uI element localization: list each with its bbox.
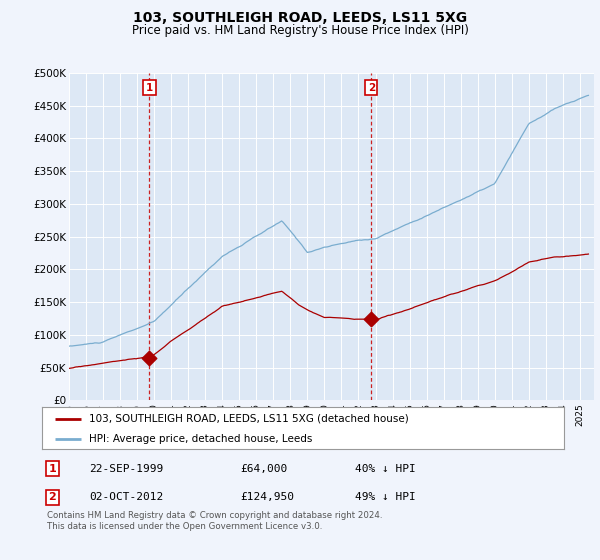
Text: 2: 2 <box>49 492 56 502</box>
Text: 40% ↓ HPI: 40% ↓ HPI <box>355 464 416 474</box>
Text: 1: 1 <box>49 464 56 474</box>
Text: £124,950: £124,950 <box>241 492 295 502</box>
Point <box>145 354 154 363</box>
Text: 02-OCT-2012: 02-OCT-2012 <box>89 492 163 502</box>
Text: 22-SEP-1999: 22-SEP-1999 <box>89 464 163 474</box>
Text: Price paid vs. HM Land Registry's House Price Index (HPI): Price paid vs. HM Land Registry's House … <box>131 24 469 36</box>
Text: HPI: Average price, detached house, Leeds: HPI: Average price, detached house, Leed… <box>89 433 313 444</box>
Text: 1: 1 <box>146 83 153 93</box>
Text: £64,000: £64,000 <box>241 464 287 474</box>
Point <box>367 314 376 323</box>
Text: 2: 2 <box>368 83 375 93</box>
Text: 103, SOUTHLEIGH ROAD, LEEDS, LS11 5XG (detached house): 103, SOUTHLEIGH ROAD, LEEDS, LS11 5XG (d… <box>89 414 409 424</box>
Text: Contains HM Land Registry data © Crown copyright and database right 2024.
This d: Contains HM Land Registry data © Crown c… <box>47 511 383 531</box>
Text: 103, SOUTHLEIGH ROAD, LEEDS, LS11 5XG: 103, SOUTHLEIGH ROAD, LEEDS, LS11 5XG <box>133 11 467 25</box>
Text: 49% ↓ HPI: 49% ↓ HPI <box>355 492 416 502</box>
